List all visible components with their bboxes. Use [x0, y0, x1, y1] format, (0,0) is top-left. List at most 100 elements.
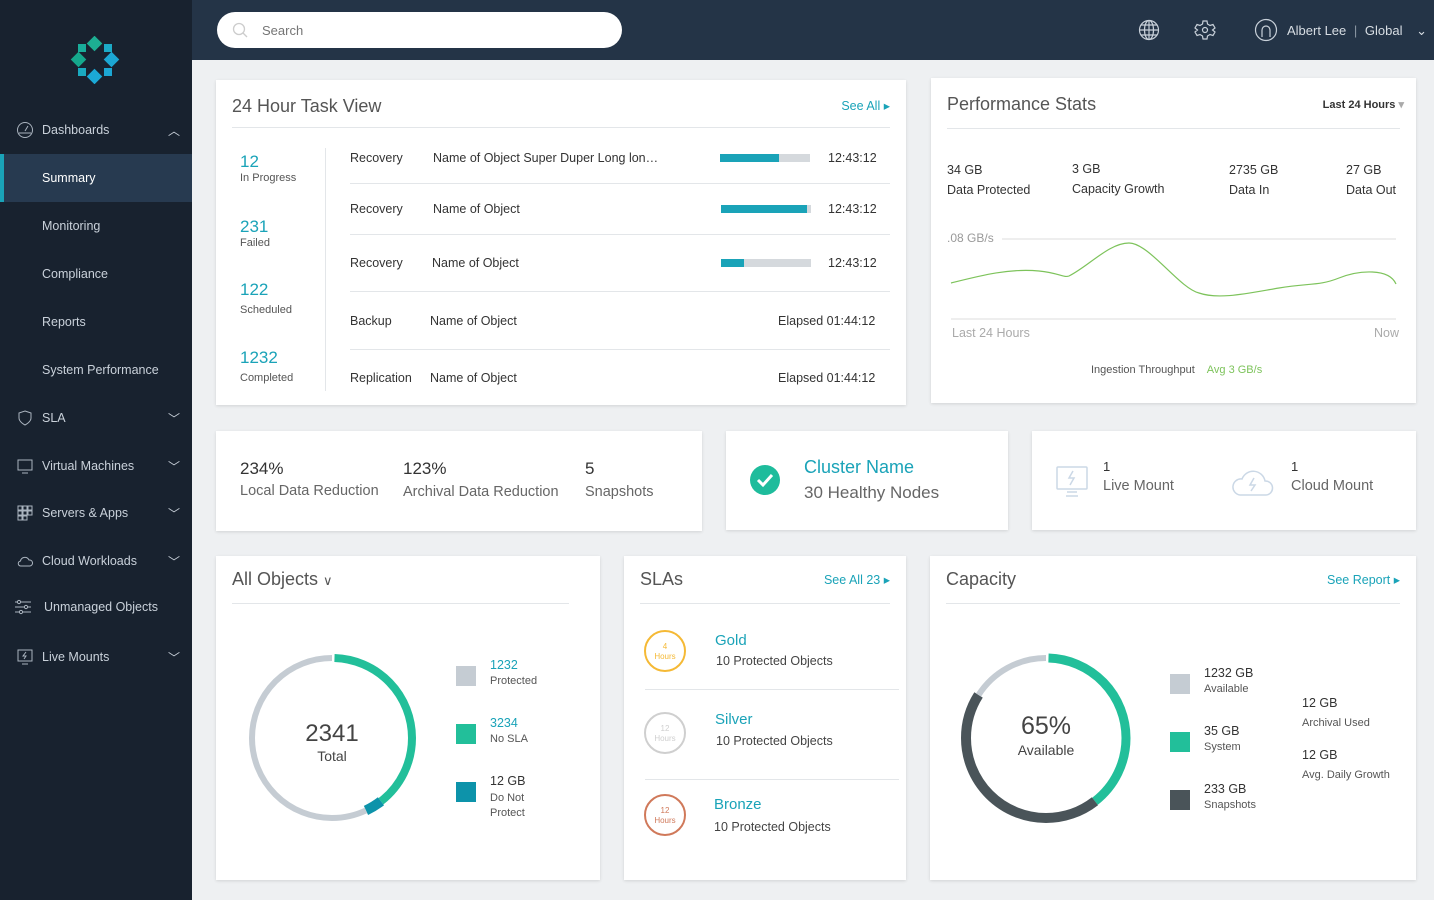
all-objects-dropdown[interactable]: All Objects ∨ [232, 569, 333, 590]
reduction-label: Local Data Reduction [240, 483, 379, 499]
chevron-down-icon: ﹀ [167, 411, 180, 426]
legend-label: Snapshots [1204, 799, 1256, 811]
user-avatar-icon[interactable] [1254, 18, 1278, 42]
servers-grid-icon [17, 505, 33, 521]
range-dropdown[interactable]: Last 24 Hours ▾ [1323, 98, 1404, 111]
sidebar-item-unmanaged-objects[interactable]: Unmanaged Objects [0, 584, 192, 630]
capacity-extra-stat: 12 GB Avg. Daily Growth [1302, 748, 1390, 781]
all-objects-card: All Objects ∨ 2341 Total 1232 Protected 3… [216, 556, 600, 880]
sidebar-item-reports[interactable]: Reports [0, 299, 192, 345]
sla-item-gold[interactable]: 4 Hours Gold 10 Protected Objects [624, 606, 906, 690]
stat-label: Capacity Growth [1072, 182, 1165, 196]
chevron-down-icon: ∨ [323, 573, 333, 588]
sidebar-item-label: Monitoring [42, 219, 101, 233]
capacity-percent-label: Available [1017, 742, 1075, 758]
see-all-label: See All 23 [823, 573, 881, 587]
stat-label: Failed [240, 237, 270, 249]
legend-item[interactable]: 3234 No SLA [490, 716, 528, 745]
user-menu[interactable]: Albert Lee | Global ⌄ [1287, 23, 1427, 39]
stat-failed[interactable]: 231 Failed [240, 217, 270, 249]
task-row[interactable]: Recovery Name of Object Super Duper Long … [350, 132, 890, 184]
gear-icon[interactable] [1194, 19, 1216, 41]
task-type: Recovery [350, 150, 403, 165]
sla-item-bronze[interactable]: 12 Hours Bronze 10 Protected Objects [624, 780, 906, 876]
caret-right-icon: ▸ [883, 573, 890, 587]
objects-donut [247, 653, 417, 823]
task-object: Name of Object [433, 202, 520, 216]
task-type: Backup [350, 313, 392, 328]
sidebar-item-label: System Performance [42, 363, 159, 377]
search-icon [232, 22, 248, 38]
donut-segment-system [961, 653, 1131, 823]
logo-icon [70, 36, 120, 84]
sla-item-silver[interactable]: 12 Hours Silver 10 Protected Objects [624, 690, 906, 778]
cluster-card[interactable]: Cluster Name 30 Healthy Nodes [726, 431, 1008, 530]
sla-hours-badge: 12 Hours [644, 794, 686, 836]
x-axis-start: Last 24 Hours [952, 326, 1030, 340]
capacity-donut [961, 653, 1131, 823]
stat-completed[interactable]: 1232 Completed [240, 348, 293, 384]
sidebar-item-virtual-machines[interactable]: Virtual Machines ﹀ [0, 443, 192, 489]
legend-item[interactable]: 233 GB Snapshots [1204, 782, 1256, 811]
task-object: Name of Object [430, 313, 517, 328]
sidebar-item-compliance[interactable]: Compliance [0, 251, 192, 297]
chevron-down-icon: ﹀ [167, 650, 180, 665]
donut-total: 2341 [305, 720, 359, 747]
live-mount-stat[interactable]: 1 Live Mount [1103, 459, 1174, 494]
capacity-percent: 65% [1020, 712, 1072, 740]
sidebar-item-monitoring[interactable]: Monitoring [0, 203, 192, 249]
search-input[interactable] [217, 12, 622, 48]
legend-item[interactable]: 35 GB System [1204, 724, 1241, 753]
stat-label: Avg. Daily Growth [1302, 769, 1390, 781]
y-axis-label: .08 GB/s [947, 231, 994, 245]
separator: | [1353, 23, 1358, 38]
sla-name: Gold [715, 632, 747, 649]
progress-bar [720, 153, 810, 162]
progress-bar [721, 259, 811, 267]
card-title: 24 Hour Task View [232, 96, 382, 116]
task-row[interactable]: Recovery Name of Object 12:43:12 [350, 184, 890, 235]
sidebar-item-label: Summary [42, 171, 96, 185]
stat-scheduled[interactable]: 122 Scheduled [240, 280, 292, 316]
task-time: 12:43:12 [828, 150, 877, 165]
donut-segment-available [963, 655, 1129, 821]
legend-label: Ingestion Throughput [1091, 364, 1195, 376]
sidebar-item-sla[interactable]: SLA ﹀ [0, 395, 192, 441]
see-report-link[interactable]: See Report ▸ [1327, 572, 1400, 587]
sidebar-item-cloud-workloads[interactable]: Cloud Workloads ﹀ [0, 538, 192, 584]
reduction-value: 234% [240, 459, 284, 478]
sidebar-item-system-performance[interactable]: System Performance [0, 347, 192, 393]
task-row[interactable]: Recovery Name of Object 12:43:12 [350, 235, 890, 292]
task-object: Name of Object [430, 370, 517, 385]
donut-segment-no-sla [248, 654, 416, 822]
see-report-label: See Report [1327, 573, 1391, 587]
stat-value: 1232 [240, 348, 278, 367]
stat-value: 2735 GB [1229, 163, 1279, 177]
task-object: Name of Object Super Duper Long lon… [433, 150, 659, 165]
perf-stat: 2735 GB Data In [1229, 163, 1278, 197]
perf-stat: 3 GB Capacity Growth [1072, 162, 1164, 196]
stat-value: 122 [240, 280, 269, 299]
stat-value: 12 GB [1302, 696, 1338, 710]
dashboard-gauge-icon [17, 122, 33, 138]
sidebar-item-live-mounts[interactable]: Live Mounts ﹀ [0, 634, 192, 680]
x-axis-end: Now [1373, 326, 1399, 340]
sla-name: Silver [715, 711, 753, 728]
see-all-link[interactable]: See All ▸ [841, 98, 890, 113]
task-row[interactable]: Replication Name of Object Elapsed 01:44:1… [350, 350, 890, 405]
legend-avg: Avg 3 GB/s [1206, 364, 1263, 376]
sidebar-item-servers-apps[interactable]: Servers & Apps ﹀ [0, 490, 192, 536]
globe-icon[interactable] [1138, 19, 1160, 41]
sla-objects: 10 Protected Objects [716, 734, 833, 748]
legend-item[interactable]: 1232 Protected [490, 658, 537, 687]
task-row[interactable]: Backup Name of Object Elapsed 01:44:12 [350, 292, 890, 350]
see-all-slas-link[interactable]: See All 23 ▸ [824, 572, 890, 587]
live-mount-icon [17, 649, 33, 665]
legend-item[interactable]: 12 GB Do Not Protect [490, 774, 550, 821]
stat-in-progress[interactable]: 12 In Progress [240, 152, 296, 184]
legend-item[interactable]: 1232 GB Available [1204, 666, 1253, 695]
sidebar-item-summary[interactable]: Summary [0, 154, 192, 202]
task-object: Name of Object [432, 256, 519, 270]
cloud-mount-stat[interactable]: 1 Cloud Mount [1291, 459, 1373, 494]
sidebar-item-dashboards[interactable]: Dashboards ︿ [0, 107, 192, 153]
